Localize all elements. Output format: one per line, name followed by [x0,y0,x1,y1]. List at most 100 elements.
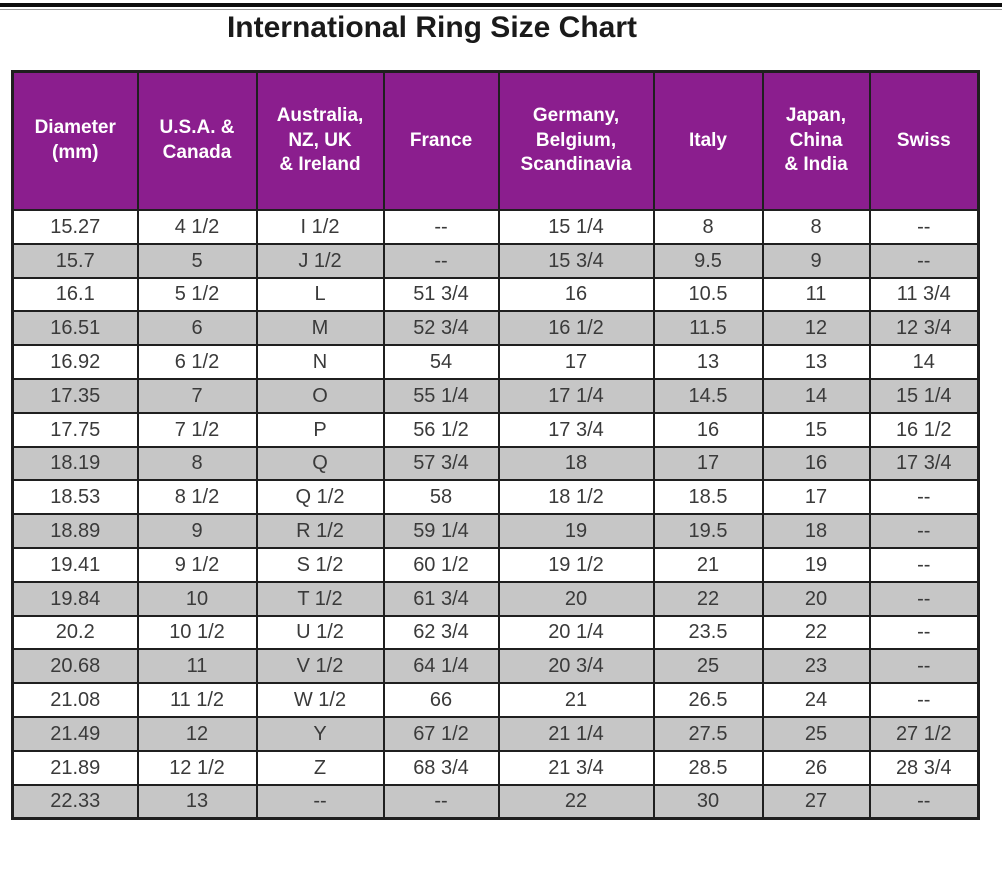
size-cell: 19.84 [11,580,139,617]
size-cell: -- [868,648,980,685]
size-cell: 19 [497,513,655,549]
size-cell: Z [255,749,385,786]
size-cell: 8 [652,209,764,245]
size-cell: 19 1/2 [497,546,655,583]
size-cell: -- [868,479,980,516]
table-row: 18.19 8 Q 57 3/4 18 17 16 17 3/4 [11,445,980,482]
size-cell: 14 [761,377,871,414]
size-cell: 5 1/2 [136,276,258,313]
size-cell: 27 [761,783,871,820]
size-cell: 10 1/2 [136,614,258,651]
size-cell: 68 3/4 [382,749,500,786]
size-cell: 16.1 [11,276,139,313]
size-cell: 12 [761,310,871,347]
size-cell: 17 3/4 [868,445,980,482]
size-cell: 18.89 [11,513,139,549]
size-cell: 10.5 [652,276,764,313]
table-row: 21.08 11 1/2 W 1/2 66 21 26.5 24 -- [11,682,980,718]
size-cell: 21.08 [11,682,139,718]
size-cell: 19.41 [11,546,139,583]
size-cell: 17 [497,344,655,380]
size-cell: 8 [761,209,871,245]
size-cell: 18.5 [652,479,764,516]
column-header-australia-nz-uk-ireland: Australia, NZ, UK & Ireland [255,70,385,211]
column-header-germany-belgium-scandinavia: Germany, Belgium, Scandinavia [497,70,655,211]
size-cell: 11 1/2 [136,682,258,718]
size-cell: P [255,411,385,448]
size-cell: -- [868,209,980,245]
size-cell: 66 [382,682,500,718]
size-cell: U 1/2 [255,614,385,651]
column-header-diameter: Diameter (mm) [11,70,139,211]
size-cell: 20 1/4 [497,614,655,651]
size-cell: 12 3/4 [868,310,980,347]
size-cell: 20.2 [11,614,139,651]
size-cell: N [255,344,385,380]
size-cell: I 1/2 [255,209,385,245]
size-cell: 60 1/2 [382,546,500,583]
size-cell: S 1/2 [255,546,385,583]
size-cell: 16.92 [11,344,139,380]
size-cell: 27 1/2 [868,715,980,752]
size-cell: 15.27 [11,209,139,245]
size-cell: W 1/2 [255,682,385,718]
table-row: 16.51 6 M 52 3/4 16 1/2 11.5 12 12 3/4 [11,310,980,347]
size-cell: 28.5 [652,749,764,786]
size-cell: 21.89 [11,749,139,786]
size-cell: 54 [382,344,500,380]
size-cell: 17.35 [11,377,139,414]
size-cell: -- [255,783,385,820]
size-cell: 9 1/2 [136,546,258,583]
table-row: 19.41 9 1/2 S 1/2 60 1/2 19 1/2 21 19 -- [11,546,980,583]
size-cell: 18 [761,513,871,549]
size-cell: 55 1/4 [382,377,500,414]
size-cell: 15 3/4 [497,242,655,279]
size-cell: T 1/2 [255,580,385,617]
table-row: 22.33 13 -- -- 22 30 27 -- [11,783,980,820]
size-cell: -- [868,513,980,549]
size-cell: 9.5 [652,242,764,279]
size-cell: 20.68 [11,648,139,685]
size-cell: 11 [136,648,258,685]
size-cell: 61 3/4 [382,580,500,617]
size-cell: -- [868,682,980,718]
table-row: 21.89 12 1/2 Z 68 3/4 21 3/4 28.5 26 28 3/4 [11,749,980,786]
size-cell: 16.51 [11,310,139,347]
size-cell: 58 [382,479,500,516]
size-cell: 18.53 [11,479,139,516]
table-row: 15.27 4 1/2 I 1/2 -- 15 1/4 8 8 -- [11,209,980,245]
size-cell: -- [868,580,980,617]
size-cell: 15.7 [11,242,139,279]
size-cell: 56 1/2 [382,411,500,448]
size-cell: 59 1/4 [382,513,500,549]
table-row: 15.7 5 J 1/2 -- 15 3/4 9.5 9 -- [11,242,980,279]
size-cell: 11 [761,276,871,313]
table-row: 18.53 8 1/2 Q 1/2 58 18 1/2 18.5 17 -- [11,479,980,516]
size-cell: 7 [136,377,258,414]
size-cell: O [255,377,385,414]
size-cell: 15 1/4 [868,377,980,414]
size-cell: 16 1/2 [868,411,980,448]
column-header-japan-china-india: Japan, China & India [761,70,871,211]
size-cell: 12 1/2 [136,749,258,786]
size-cell: 57 3/4 [382,445,500,482]
size-cell: 14 [868,344,980,380]
size-cell: 15 [761,411,871,448]
size-cell: Q 1/2 [255,479,385,516]
table-row: 19.84 10 T 1/2 61 3/4 20 22 20 -- [11,580,980,617]
size-cell: 17 [652,445,764,482]
size-cell: 13 [761,344,871,380]
size-cell: 21 1/4 [497,715,655,752]
top-rule-thick [0,3,1002,7]
size-cell: -- [868,242,980,279]
size-cell: 23.5 [652,614,764,651]
size-cell: Y [255,715,385,752]
table-header: Diameter (mm) U.S.A. & Canada Australia,… [11,70,980,211]
size-cell: 6 [136,310,258,347]
size-cell: 10 [136,580,258,617]
size-cell: 19.5 [652,513,764,549]
table-row: 16.1 5 1/2 L 51 3/4 16 10.5 11 11 3/4 [11,276,980,313]
size-cell: 26 [761,749,871,786]
size-cell: J 1/2 [255,242,385,279]
size-cell: 24 [761,682,871,718]
